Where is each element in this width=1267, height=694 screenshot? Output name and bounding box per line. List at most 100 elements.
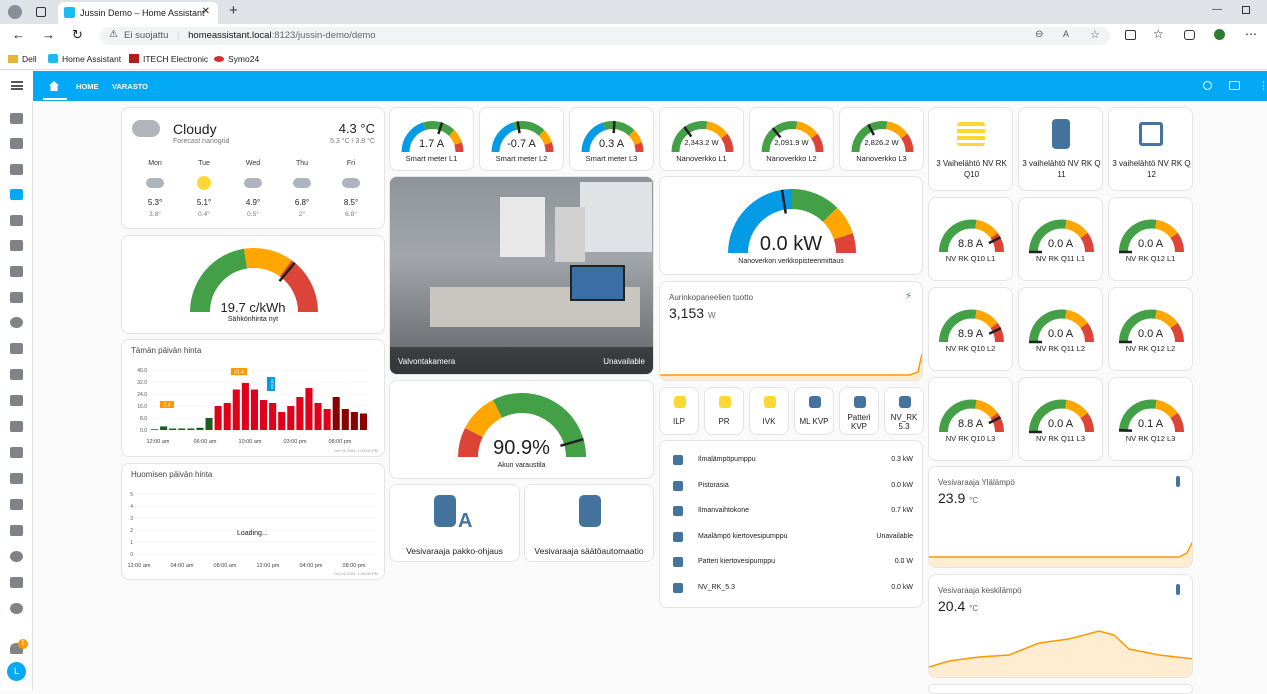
favorite-icon[interactable]: ☆: [1090, 29, 1100, 41]
window-minimize-icon[interactable]: —: [1212, 4, 1222, 15]
read-aloud-icon[interactable]: A: [1063, 29, 1070, 39]
profile-icon[interactable]: [8, 5, 22, 19]
boiler-top-card[interactable]: Vesivaraaja Ylälämpö 23.9 °C: [928, 466, 1193, 568]
tab-varasto[interactable]: VARASTO: [112, 82, 148, 91]
tomorrow-price-chart-card[interactable]: Huomisen päivän hinta 5 4 3 2 1 0 12:00 am 04:0…: [121, 463, 385, 580]
bookmark-home-assistant[interactable]: Home Assistant: [48, 54, 121, 64]
sidebar-item-logbook[interactable]: [10, 395, 23, 406]
solar-card[interactable]: Aurinkopaneelien tuotto ⚡ 3,153 W: [659, 281, 923, 381]
power-source-button-q12[interactable]: 3 vaihelähtö NV RK Q 12: [1108, 107, 1193, 191]
collections-icon[interactable]: [1184, 30, 1195, 40]
bookmark-dell[interactable]: Dell: [8, 54, 37, 64]
overflow-menu-icon[interactable]: ⋮: [1258, 80, 1267, 92]
grid-gauge-card[interactable]: 0.0 kW Nanoverkon verkkopisteenmittaus: [659, 176, 923, 275]
home-tab-icon[interactable]: [49, 81, 59, 91]
mini-button-ml-kvp[interactable]: ML KVP: [794, 387, 834, 435]
sidebar-item-explore[interactable]: [10, 551, 23, 562]
sidebar-item-server[interactable]: [10, 343, 23, 354]
camera-card[interactable]: Valvontakamera Unavailable: [389, 176, 654, 375]
entity-icon: [673, 557, 683, 567]
sidebar-item-overview[interactable]: [10, 113, 23, 124]
sidebar-item-map[interactable]: [10, 164, 23, 175]
smart-meter-card-l3[interactable]: 0.3 A Smart meter L3: [569, 107, 654, 171]
tab-close-icon[interactable]: ✕: [201, 6, 210, 17]
user-avatar[interactable]: L: [7, 662, 26, 681]
menu-icon[interactable]: [11, 81, 23, 90]
back-icon[interactable]: ←: [12, 27, 25, 42]
price-gauge-card[interactable]: 19.7 c/kWh Sähkönhinta nyt: [121, 235, 385, 334]
favorites-icon[interactable]: ☆: [1153, 27, 1164, 41]
sidebar-item-compass[interactable]: [10, 317, 23, 328]
notifications-icon[interactable]: [10, 643, 23, 654]
mini-button-ivk[interactable]: IVK: [749, 387, 789, 435]
rk-gauge-card-nv-rk-q11-l1[interactable]: 0.0 A NV RK Q11 L1: [1018, 197, 1103, 281]
sidebar-item-history[interactable]: [10, 292, 23, 303]
entity-name[interactable]: Ilmalämpöpumppu: [698, 456, 756, 463]
sidebar-item-lightning[interactable]: [10, 215, 23, 226]
weather-card[interactable]: Cloudy Forecast nanogrid 4.3 °C 5.3 °C /…: [121, 107, 385, 229]
rk-gauge-card-nv-rk-q10-l3[interactable]: 8.8 A NV RK Q10 L3: [928, 377, 1013, 461]
more-menu-icon[interactable]: ⋯: [1245, 27, 1257, 41]
sidebar-toggle[interactable]: [0, 71, 33, 101]
search-icon[interactable]: [1203, 81, 1212, 90]
bookmark-symo24[interactable]: Symo24: [214, 54, 259, 64]
sidebar-item-network[interactable]: [10, 499, 23, 510]
rk-gauge-card-nv-rk-q10-l2[interactable]: 8.9 A NV RK Q10 L2: [928, 287, 1013, 371]
url-field[interactable]: ⚠ Ei suojattu | homeassistant.local:8123…: [100, 27, 1110, 45]
sidebar-item-wrench[interactable]: [10, 369, 23, 380]
sidebar-item-person[interactable]: [10, 240, 23, 251]
rk-gauge-card-nv-rk-q12-l3[interactable]: 0.1 A NV RK Q12 L3: [1108, 377, 1193, 461]
smart-meter-card-l1[interactable]: 1.7 A Smart meter L1: [389, 107, 474, 171]
boiler-force-button[interactable]: A Vesivaraaja pakko-ohjaus: [389, 484, 520, 562]
browser-tab[interactable]: Jussin Demo – Home Assistant ✕: [58, 2, 218, 24]
bookmark-itech[interactable]: ITECH Electronic: [129, 54, 208, 64]
entity-name[interactable]: Patteri kiertovesipumppu: [698, 558, 776, 565]
nanoverkko-card-l1[interactable]: 2,343.2 W Nanoverkko L1: [659, 107, 744, 171]
mini-button-patteri-kvp[interactable]: Patteri KVP: [839, 387, 879, 435]
price-bar: [223, 403, 231, 430]
new-tab-button[interactable]: +: [229, 2, 238, 19]
power-source-button-q10[interactable]: 3 Vaihelähtö NV RK Q10: [928, 107, 1013, 191]
rk-gauge-card-nv-rk-q12-l2[interactable]: 0.0 A NV RK Q12 L2: [1108, 287, 1193, 371]
entity-name[interactable]: NV_RK_5.3: [698, 583, 735, 591]
assist-icon[interactable]: [1229, 81, 1240, 90]
mini-button-nv-rk-5-3[interactable]: NV_RK 5.3: [884, 387, 924, 435]
sidebar-item-terminal[interactable]: [10, 525, 23, 536]
battery-gauge-card[interactable]: 90.9% Akun varaustila: [389, 380, 654, 479]
mini-button-ilp[interactable]: ILP: [659, 387, 699, 435]
rk-gauge-card-nv-rk-q10-l1[interactable]: 8.8 A NV RK Q10 L1: [928, 197, 1013, 281]
sidebar-item-list[interactable]: [10, 266, 23, 277]
sidebar-item-media[interactable]: [10, 473, 23, 484]
sidebar-item-demo[interactable]: [10, 189, 23, 200]
boiler-mid-card[interactable]: Vesivaraaja keskilämpö 20.4 °C: [928, 574, 1193, 678]
power-source-button-q11[interactable]: 3 vaihelähtö NV RK Q 11: [1018, 107, 1103, 191]
nanoverkko-card-l3[interactable]: 2,826.2 W Nanoverkko L3: [839, 107, 924, 171]
zoom-icon[interactable]: ⊖: [1035, 29, 1044, 40]
extension-icon[interactable]: [1214, 29, 1225, 40]
entities-card[interactable]: Ilmalämpöpumppu 0.3 kW Pistorasia 0.0 kW Ilm…: [659, 440, 923, 608]
reload-icon[interactable]: ↻: [72, 27, 83, 42]
split-screen-icon[interactable]: [1125, 30, 1136, 40]
letter-a-icon: A: [458, 510, 473, 532]
rk-gauge-card-nv-rk-q11-l3[interactable]: 0.0 A NV RK Q11 L3: [1018, 377, 1103, 461]
entity-name[interactable]: Ilmanvaihtokone: [698, 507, 749, 514]
rk-gauge-card-nv-rk-q11-l2[interactable]: 0.0 A NV RK Q11 L2: [1018, 287, 1103, 371]
forward-icon[interactable]: →: [42, 27, 55, 42]
sidebar-item-energy[interactable]: [10, 138, 23, 149]
nanoverkko-card-l2[interactable]: 2,091.9 W Nanoverkko L2: [749, 107, 834, 171]
gauge-segment: [581, 122, 606, 153]
boiler-auto-button[interactable]: Vesivaraaja säätöautomaatio: [524, 484, 654, 562]
tab-home[interactable]: HOME: [76, 82, 99, 91]
sidebar-item-settings[interactable]: [10, 603, 23, 614]
smart-meter-card-l2[interactable]: -0.7 A Smart meter L2: [479, 107, 564, 171]
today-price-chart-card[interactable]: Tämän päivän hinta 40.0 32.0 24.0 16.0 8.0 0.…: [121, 339, 385, 457]
mini-button-pr[interactable]: PR: [704, 387, 744, 435]
entity-name[interactable]: Pistorasia: [698, 481, 729, 489]
sidebar-item-store[interactable]: [10, 421, 23, 432]
sidebar-item-chart[interactable]: [10, 447, 23, 458]
entity-name[interactable]: Maalämpö kiertovesipumppu: [698, 532, 788, 540]
tab-actions-icon[interactable]: [36, 7, 46, 17]
rk-gauge-card-nv-rk-q12-l1[interactable]: 0.0 A NV RK Q12 L1: [1108, 197, 1193, 281]
sidebar-item-hammer[interactable]: [10, 577, 23, 588]
window-restore-icon[interactable]: [1242, 6, 1250, 14]
